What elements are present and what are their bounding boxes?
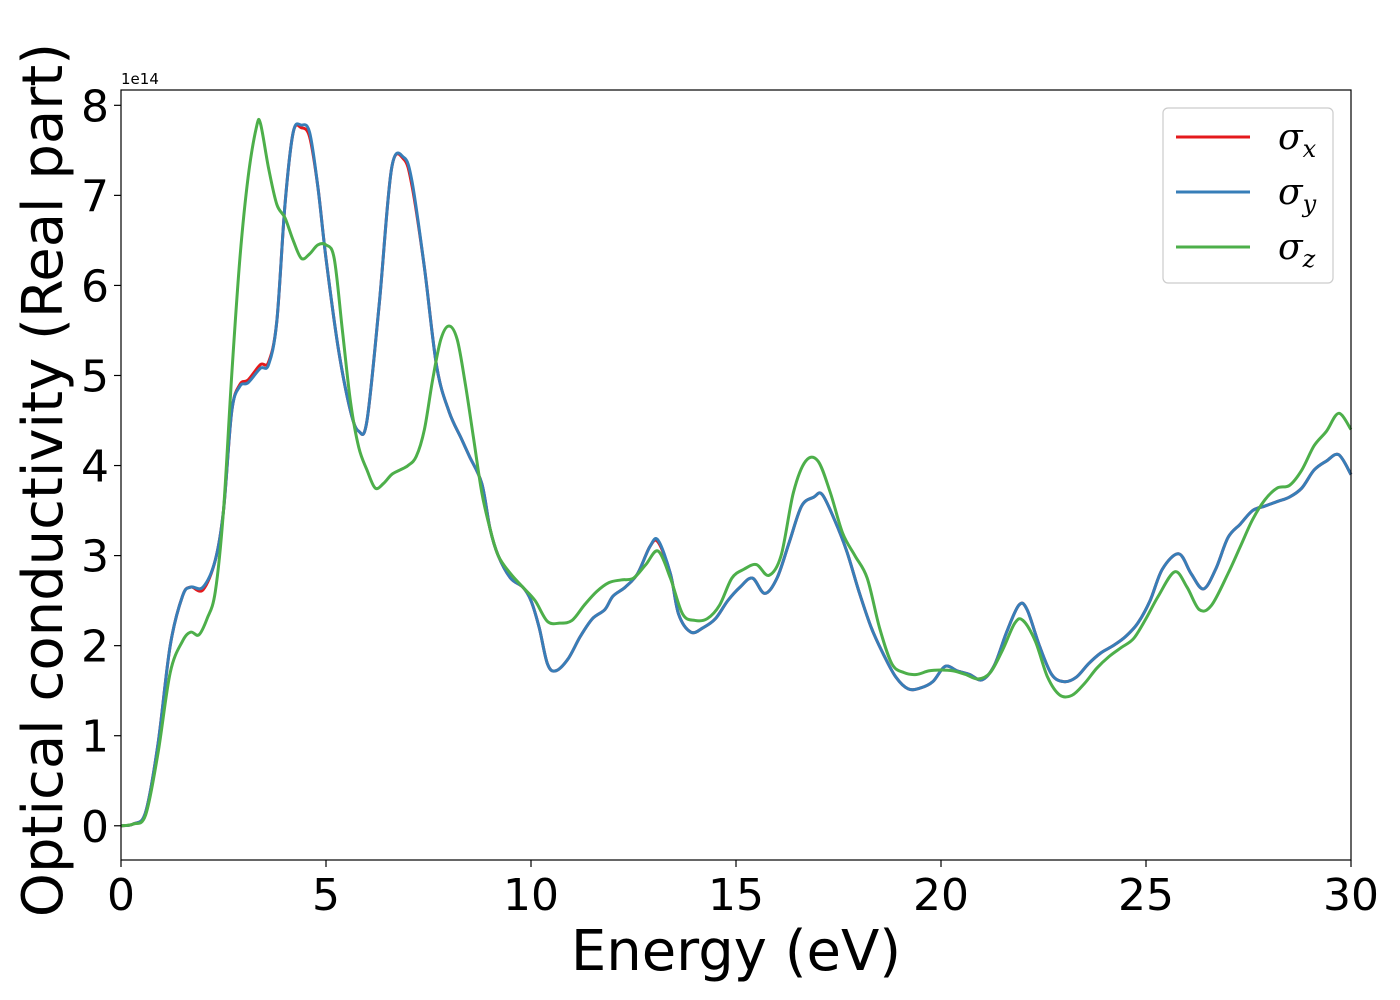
- y-tick-label: 7: [81, 171, 109, 222]
- x-tick-label: 20: [913, 870, 969, 921]
- legend-box: [1162, 107, 1334, 284]
- x-tick-label: 30: [1323, 870, 1379, 921]
- y-tick-label: 8: [81, 81, 109, 132]
- y-tick-label: 5: [81, 351, 109, 402]
- legend-item-z: σz: [1176, 227, 1316, 273]
- x-tick-label: 10: [503, 870, 559, 921]
- legend: σx σy σz: [1162, 107, 1334, 284]
- x-tick-label: 25: [1118, 870, 1174, 921]
- legend-item-x: σx: [1176, 117, 1317, 163]
- legend-entries: σx σy σz: [1176, 117, 1317, 273]
- y-tick-label: 4: [81, 442, 109, 493]
- y-tick-label: 6: [81, 261, 109, 312]
- legend-label: σz: [1278, 227, 1316, 273]
- y-tick-label: 1: [81, 712, 109, 763]
- y-axis-title: Optical conductivity (Real part): [11, 43, 76, 917]
- x-axis-ticks: 0 5 10 15 20 25 30: [107, 860, 1379, 921]
- x-axis-title: Energy (eV): [571, 919, 901, 984]
- x-tick-label: 0: [107, 870, 135, 921]
- legend-label: σy: [1278, 172, 1317, 218]
- series-line-z: [120, 117, 1353, 828]
- legend-item-y: σy: [1176, 172, 1317, 218]
- x-tick-label: 5: [312, 870, 340, 921]
- x-tick-label: 15: [708, 870, 764, 921]
- legend-label: σx: [1278, 117, 1317, 163]
- y-tick-label: 3: [81, 532, 109, 583]
- y-tick-label: 0: [81, 802, 109, 853]
- y-axis-offset-label: 1e14: [121, 70, 159, 88]
- series-layer: [120, 117, 1353, 828]
- y-tick-label: 2: [81, 622, 109, 673]
- y-axis-ticks: 0 1 2 3 4 5 6 7 8: [81, 81, 121, 853]
